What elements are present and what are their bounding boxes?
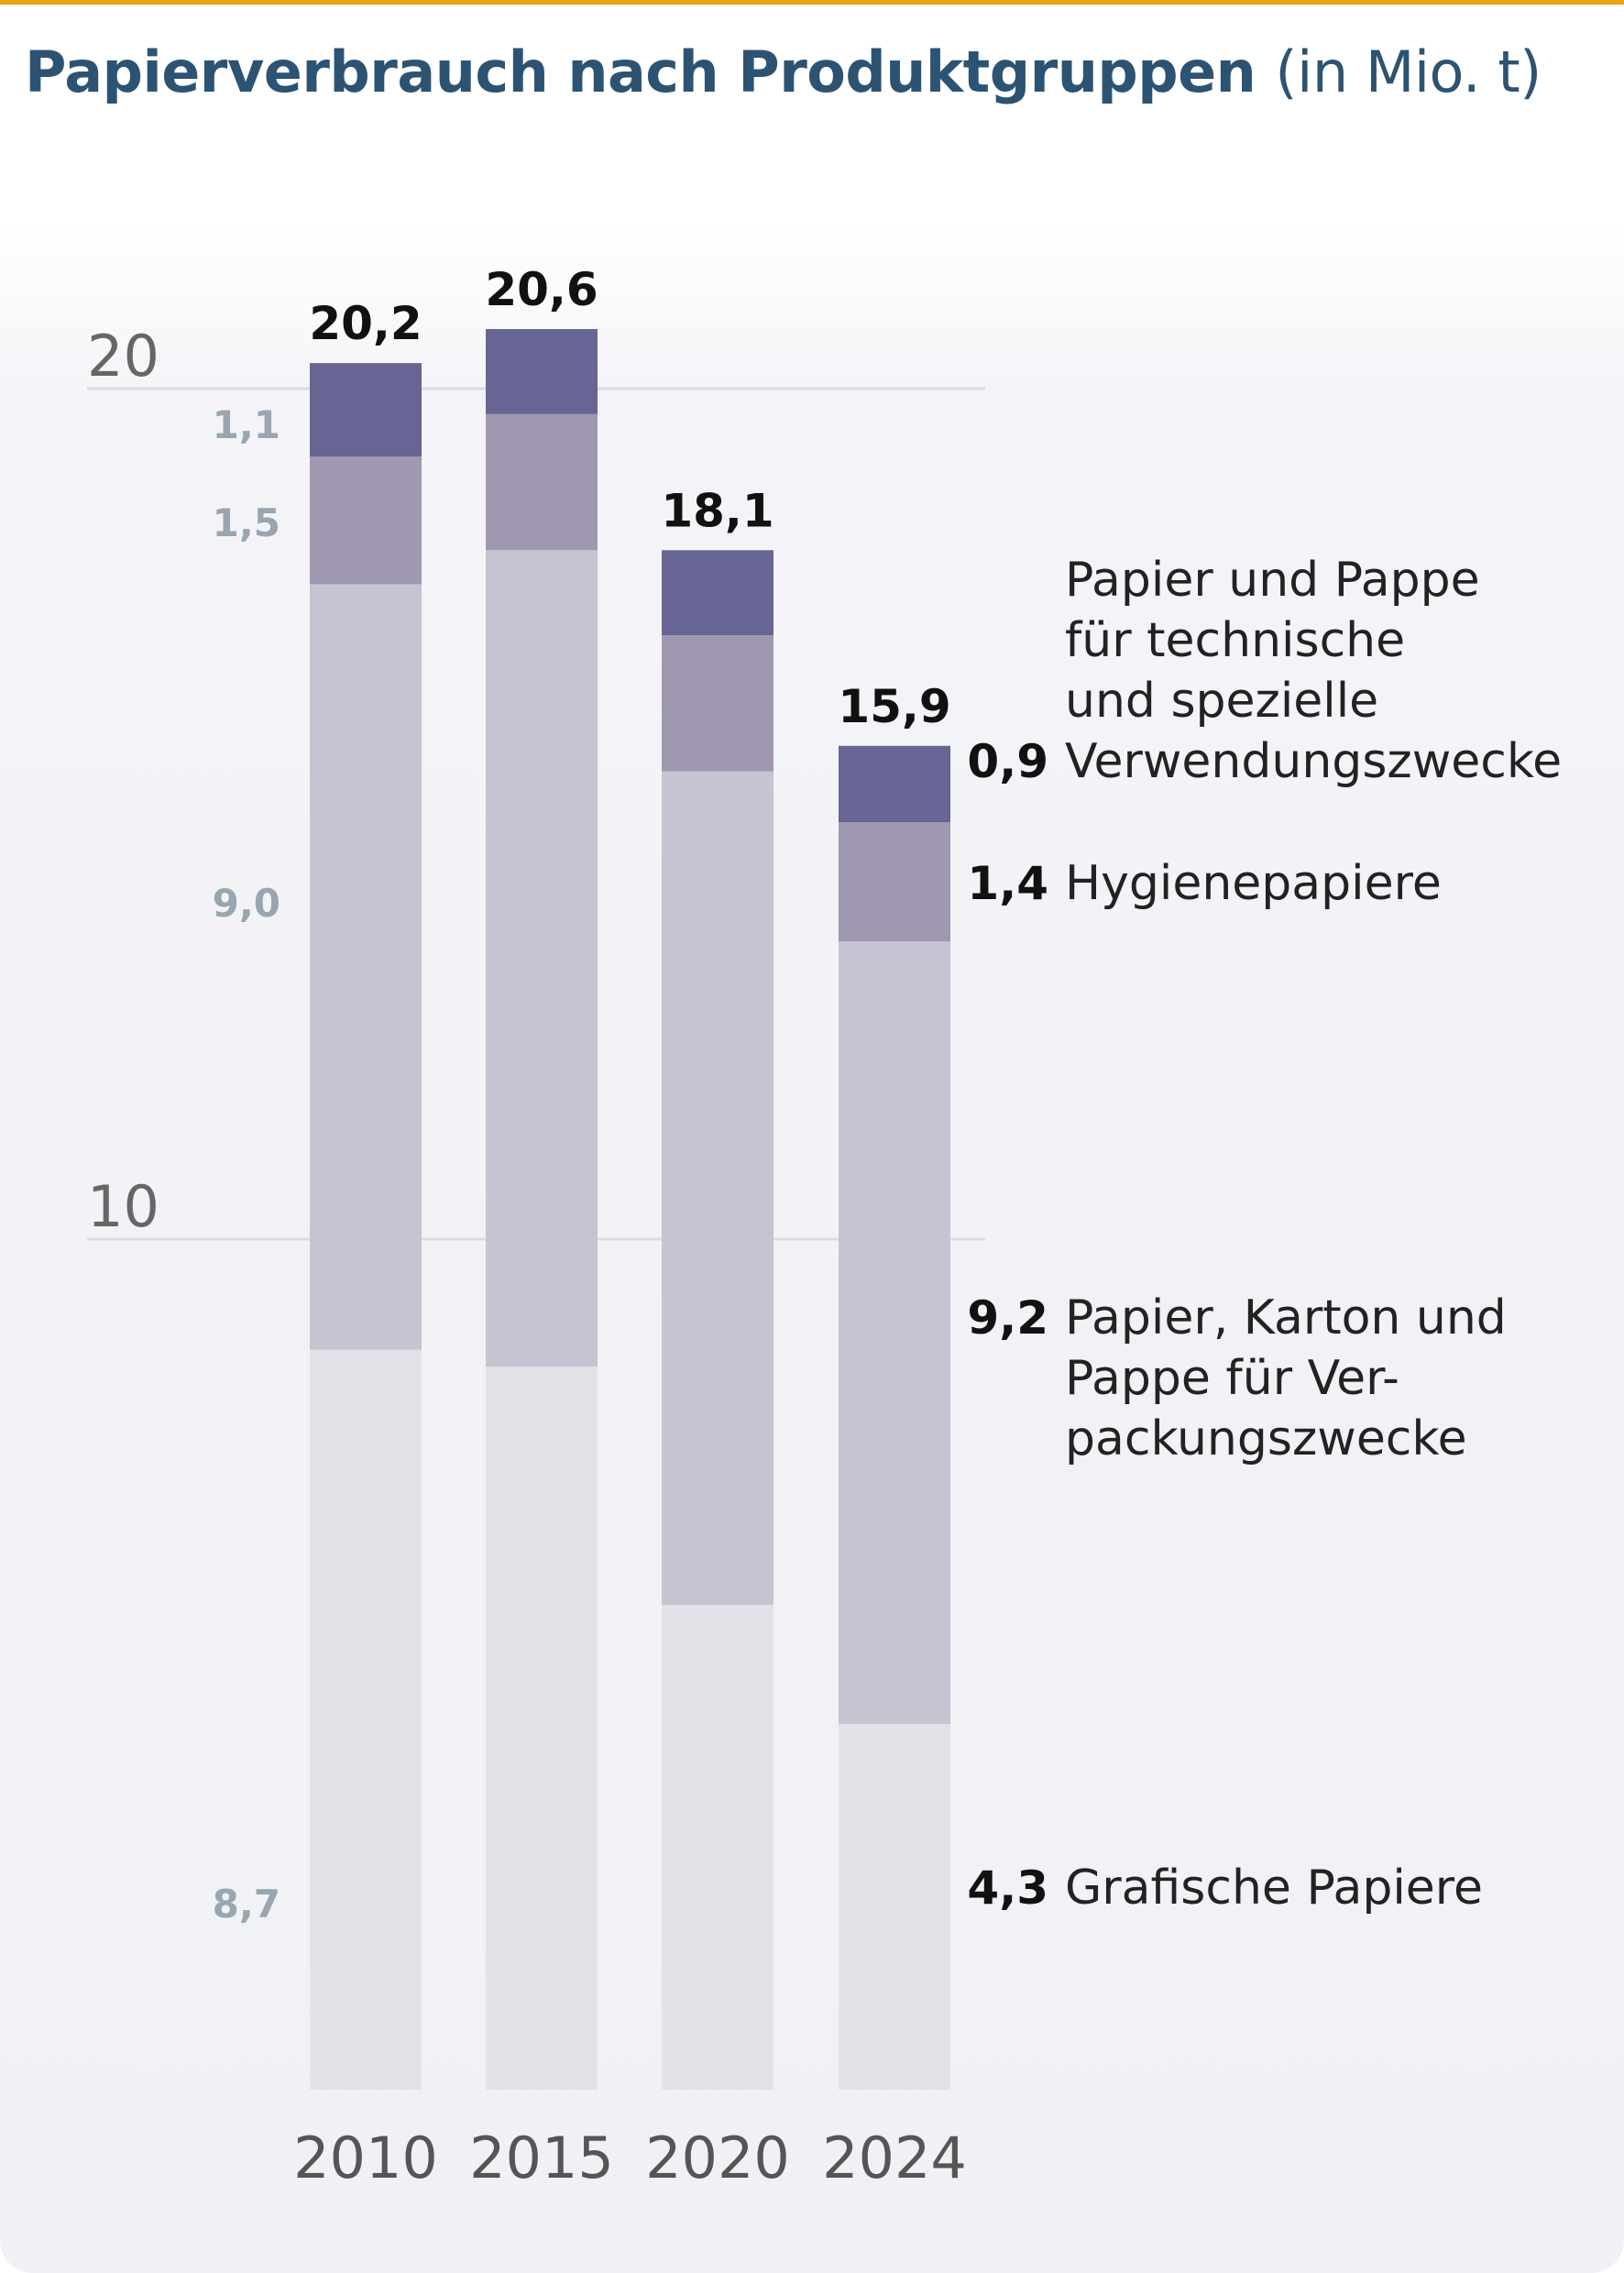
total-label-2024: 15,9 [838, 680, 950, 733]
bar-2024-grafisch [839, 1723, 950, 2090]
bar-2020-technisch [662, 550, 774, 636]
bar-2024-hygiene [839, 822, 950, 942]
y-tick-label-20: 20 [87, 323, 159, 390]
legend-text-verpackung-2: packungszwecke [1065, 1411, 1467, 1466]
bar-2020-hygiene [662, 635, 774, 772]
legend-value-hygiene: 1,4 [967, 857, 1048, 910]
segment-label-2010-grafisch: 8,7 [213, 1882, 280, 1927]
chart-panel [0, 220, 1624, 2273]
year-label-2015: 2015 [469, 2125, 614, 2191]
bar-2020-verpackung [662, 771, 774, 1606]
legend-text-verpackung-0: Papier, Karton und [1065, 1290, 1507, 1345]
legend-text-verpackung-1: Pappe für Ver- [1065, 1351, 1399, 1406]
legend-text-hygiene-0: Hygienepapiere [1065, 856, 1442, 911]
legend-text-technisch-2: und spezielle [1065, 674, 1378, 729]
y-tick-label-10: 10 [87, 1173, 159, 1240]
chart-unit: (in Mio. t) [1275, 38, 1542, 105]
legend-text-technisch-1: für technische [1065, 613, 1405, 668]
segment-label-2010-hygiene: 1,5 [213, 500, 280, 545]
bar-2010-verpackung [310, 584, 422, 1350]
legend-text-technisch-0: Papier und Pappe [1065, 553, 1480, 608]
bar-2024-verpackung [839, 941, 950, 1724]
total-label-2010: 20,2 [309, 297, 422, 350]
total-label-2015: 20,6 [485, 263, 598, 316]
segment-label-2010-verpackung: 9,0 [213, 881, 280, 926]
bar-2015-technisch [486, 329, 598, 414]
top-accent-rule [0, 0, 1624, 5]
chart-title-text: Papierverbrauch nach Produktgruppen [25, 38, 1256, 105]
bar-2010-grafisch [310, 1349, 422, 2090]
year-label-2024: 2024 [822, 2125, 967, 2191]
bar-2024-technisch [839, 745, 950, 823]
legend-text-technisch-3: Verwendungszwecke [1065, 734, 1562, 789]
year-label-2010: 2010 [293, 2125, 438, 2191]
bar-2010-technisch [310, 363, 422, 457]
bar-2020-grafisch [662, 1605, 774, 2090]
legend-value-technisch: 0,9 [967, 735, 1048, 788]
bar-2015-hygiene [486, 413, 598, 551]
total-label-2020: 18,1 [661, 484, 774, 537]
chart-title: Papierverbrauch nach Produktgruppen (in … [25, 38, 1542, 105]
legend-value-grafisch: 4,3 [967, 1861, 1048, 1915]
bar-2015-grafisch [486, 1367, 598, 2090]
legend-value-verpackung: 9,2 [967, 1291, 1048, 1345]
bar-2010-hygiene [310, 456, 422, 585]
segment-label-2010-technisch: 1,1 [213, 402, 280, 447]
bar-2015-verpackung [486, 550, 598, 1367]
year-label-2020: 2020 [645, 2125, 790, 2191]
legend-text-grafisch-0: Grafische Papiere [1065, 1861, 1483, 1916]
